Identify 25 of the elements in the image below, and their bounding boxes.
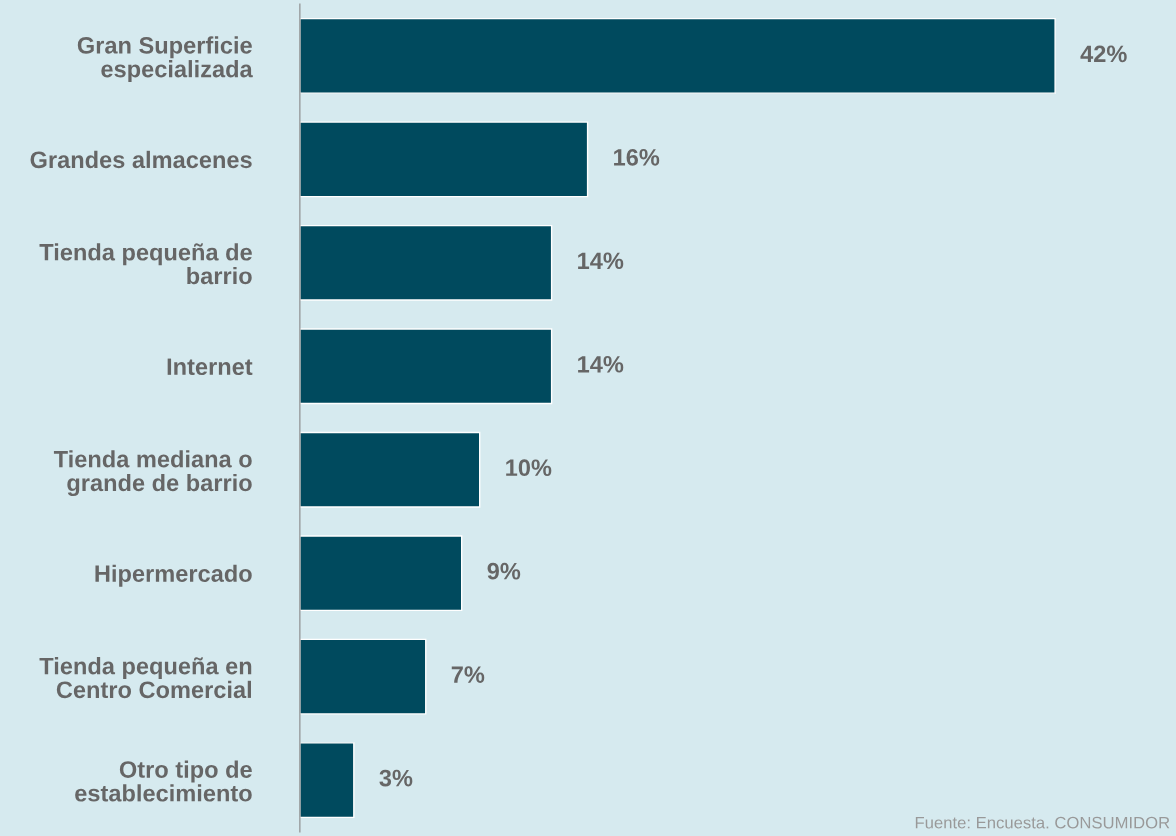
bar — [299, 121, 589, 198]
y-tick-label: Tienda mediana o grande de barrio — [53, 450, 252, 496]
y-tick-label: Grandes almacenes — [30, 150, 252, 169]
y-tick-label: Tienda pequeña en Centro Comercial — [39, 657, 252, 699]
annotation: Fuente: Encuesta. CONSUMIDOR — [915, 816, 1170, 829]
data-label: 7% — [451, 666, 485, 683]
bar — [299, 431, 481, 508]
bar — [299, 742, 355, 819]
y-tick-label: Tienda pequeña de barrio — [39, 243, 252, 285]
bar — [299, 328, 553, 405]
data-label: 3% — [379, 769, 413, 787]
data-label: 14% — [578, 355, 624, 373]
data-label: 10% — [506, 459, 552, 477]
data-label: 14% — [578, 252, 624, 270]
y-tick-label: Otro tipo de establecimiento — [75, 760, 252, 802]
data-label: 9% — [487, 562, 521, 580]
y-tick-label: Internet — [167, 358, 253, 376]
y-tick-label: Hipermercado — [95, 564, 252, 587]
bar — [299, 535, 463, 612]
data-label: 42% — [1080, 45, 1127, 63]
bar — [299, 224, 553, 301]
data-label: 16% — [614, 148, 660, 166]
bar — [299, 17, 1056, 94]
bar — [299, 638, 427, 715]
y-tick-label: Gran Superficie especializada — [77, 36, 253, 83]
